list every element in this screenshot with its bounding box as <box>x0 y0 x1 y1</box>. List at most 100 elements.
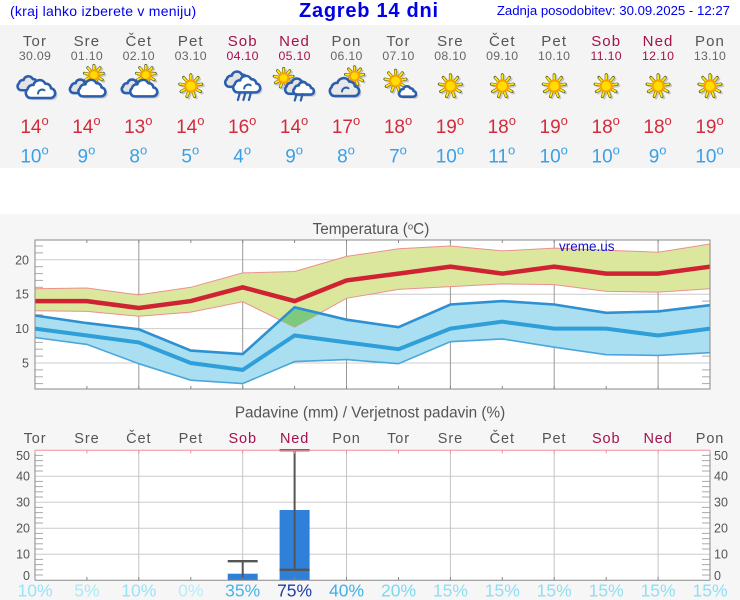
svg-text:30.09: 30.09 <box>19 49 51 63</box>
svg-text:15%: 15% <box>641 581 676 600</box>
svg-text:14o: 14o <box>280 113 308 138</box>
svg-text:15%: 15% <box>433 581 468 600</box>
svg-text:Ned: Ned <box>643 431 672 447</box>
svg-text:Pon: Pon <box>332 431 361 447</box>
svg-text:50: 50 <box>16 449 30 463</box>
svg-text:30: 30 <box>714 496 728 510</box>
svg-text:17o: 17o <box>332 113 360 138</box>
svg-text:Sre: Sre <box>438 431 463 447</box>
svg-text:05.10: 05.10 <box>278 49 310 63</box>
svg-text:10: 10 <box>714 548 728 562</box>
svg-text:10o: 10o <box>436 143 464 168</box>
svg-text:07.10: 07.10 <box>382 49 414 63</box>
svg-text:14o: 14o <box>176 113 204 138</box>
svg-text:Čet: Čet <box>489 33 516 50</box>
svg-text:14o: 14o <box>72 113 100 138</box>
svg-text:Sob: Sob <box>592 431 621 447</box>
svg-text:0%: 0% <box>178 581 203 600</box>
svg-text:18o: 18o <box>384 113 412 138</box>
svg-text:11.10: 11.10 <box>591 49 622 63</box>
svg-text:Čet: Čet <box>126 430 151 447</box>
svg-text:9o: 9o <box>285 143 303 168</box>
svg-text:15%: 15% <box>485 581 520 600</box>
svg-text:20: 20 <box>714 522 728 536</box>
svg-text:Pon: Pon <box>696 431 725 447</box>
svg-text:20: 20 <box>16 522 30 536</box>
svg-text:Pon: Pon <box>332 33 362 50</box>
svg-text:13o: 13o <box>124 113 152 138</box>
svg-text:10%: 10% <box>121 581 156 600</box>
svg-text:20%: 20% <box>381 581 416 600</box>
svg-text:18o: 18o <box>592 113 620 138</box>
svg-text:13.10: 13.10 <box>694 49 726 63</box>
svg-text:01.10: 01.10 <box>71 49 103 63</box>
svg-text:10o: 10o <box>695 143 723 168</box>
svg-text:10o: 10o <box>20 143 48 168</box>
svg-text:Sre: Sre <box>437 33 464 50</box>
svg-text:Pet: Pet <box>541 33 567 50</box>
svg-text:Sre: Sre <box>74 33 101 50</box>
svg-text:Ned: Ned <box>279 33 310 50</box>
svg-text:Tor: Tor <box>386 33 410 50</box>
svg-text:9o: 9o <box>77 143 95 168</box>
svg-text:10: 10 <box>16 548 30 562</box>
svg-text:40: 40 <box>714 470 728 484</box>
svg-text:15%: 15% <box>589 581 624 600</box>
svg-text:11o: 11o <box>488 143 515 168</box>
svg-text:0: 0 <box>23 569 30 583</box>
svg-text:03.10: 03.10 <box>175 49 207 63</box>
svg-text:9o: 9o <box>649 143 667 168</box>
svg-text:Sob: Sob <box>228 431 257 447</box>
svg-text:75%: 75% <box>277 581 312 600</box>
svg-text:8o: 8o <box>337 143 355 168</box>
svg-text:Čet: Čet <box>125 33 152 50</box>
svg-text:10: 10 <box>15 322 29 336</box>
svg-text:7o: 7o <box>389 143 407 168</box>
svg-text:19o: 19o <box>540 113 568 138</box>
svg-text:10%: 10% <box>17 581 52 600</box>
svg-text:Sre: Sre <box>74 431 99 447</box>
svg-text:16o: 16o <box>228 113 256 138</box>
svg-text:30: 30 <box>16 496 30 510</box>
svg-text:Padavine (mm) / Verjetnost pad: Padavine (mm) / Verjetnost padavin (%) <box>235 405 505 422</box>
svg-text:18o: 18o <box>643 113 671 138</box>
svg-text:Pet: Pet <box>178 33 204 50</box>
svg-text:12.10: 12.10 <box>642 49 674 63</box>
svg-text:10o: 10o <box>540 143 568 168</box>
svg-text:06.10: 06.10 <box>330 49 362 63</box>
svg-text:5o: 5o <box>181 143 199 168</box>
svg-text:02.10: 02.10 <box>123 49 155 63</box>
svg-text:Pon: Pon <box>695 33 725 50</box>
svg-text:40%: 40% <box>329 581 364 600</box>
svg-text:5: 5 <box>22 357 29 371</box>
svg-text:Pet: Pet <box>542 431 566 447</box>
svg-text:15%: 15% <box>537 581 572 600</box>
svg-text:18o: 18o <box>488 113 516 138</box>
svg-text:Sob: Sob <box>228 33 258 50</box>
svg-text:Čet: Čet <box>490 430 515 447</box>
svg-text:5%: 5% <box>74 581 99 600</box>
svg-text:vreme.us: vreme.us <box>559 239 615 254</box>
svg-text:08.10: 08.10 <box>434 49 466 63</box>
svg-text:04.10: 04.10 <box>227 49 259 63</box>
svg-text:Temperatura (oC): Temperatura (oC) <box>313 221 430 238</box>
svg-text:Tor: Tor <box>24 431 47 447</box>
svg-text:19o: 19o <box>695 113 723 138</box>
svg-text:50: 50 <box>714 449 728 463</box>
svg-text:09.10: 09.10 <box>486 49 518 63</box>
svg-text:Ned: Ned <box>280 431 309 447</box>
svg-text:10.10: 10.10 <box>538 49 570 63</box>
svg-text:8o: 8o <box>129 143 147 168</box>
svg-text:40: 40 <box>16 470 30 484</box>
svg-text:15: 15 <box>15 288 29 302</box>
svg-text:4o: 4o <box>233 143 251 168</box>
svg-text:35%: 35% <box>225 581 260 600</box>
svg-text:Sob: Sob <box>591 33 621 50</box>
svg-text:10o: 10o <box>592 143 620 168</box>
svg-text:Ned: Ned <box>643 33 674 50</box>
svg-text:14o: 14o <box>20 113 48 138</box>
svg-text:0: 0 <box>714 569 721 583</box>
svg-text:19o: 19o <box>436 113 464 138</box>
svg-text:Tor: Tor <box>23 33 47 50</box>
svg-text:Pet: Pet <box>179 431 203 447</box>
